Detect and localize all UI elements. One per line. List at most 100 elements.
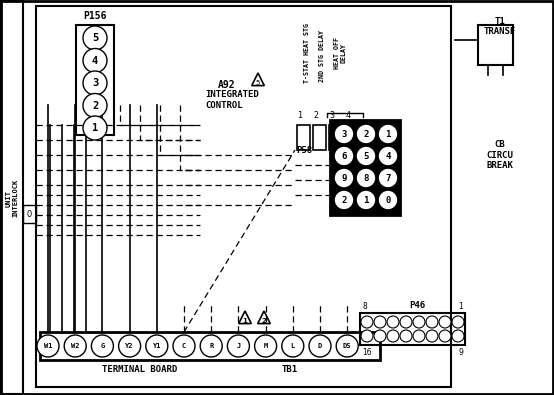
Text: C: C xyxy=(182,343,186,349)
Bar xyxy=(345,125,358,150)
Circle shape xyxy=(439,330,451,342)
Circle shape xyxy=(378,124,398,144)
Text: 0: 0 xyxy=(27,209,32,218)
Text: 2: 2 xyxy=(363,130,369,139)
Text: W2: W2 xyxy=(71,343,79,349)
Text: 7: 7 xyxy=(386,173,391,182)
Circle shape xyxy=(37,335,59,357)
Circle shape xyxy=(83,26,107,50)
Circle shape xyxy=(387,316,399,328)
Circle shape xyxy=(439,316,451,328)
Circle shape xyxy=(64,335,86,357)
Text: 2ND STG DELAY: 2ND STG DELAY xyxy=(319,30,325,82)
Text: 1: 1 xyxy=(92,123,98,133)
Text: Y1: Y1 xyxy=(152,343,161,349)
Circle shape xyxy=(356,168,376,188)
Text: M: M xyxy=(264,343,268,349)
Text: Y2: Y2 xyxy=(125,343,134,349)
Text: R: R xyxy=(209,343,213,349)
Text: P46: P46 xyxy=(409,301,425,310)
Text: D: D xyxy=(318,343,322,349)
Text: P156: P156 xyxy=(83,11,107,21)
Text: 5: 5 xyxy=(92,33,98,43)
Circle shape xyxy=(356,190,376,210)
Circle shape xyxy=(255,335,276,357)
Bar xyxy=(313,125,326,150)
Text: 3: 3 xyxy=(92,78,98,88)
Circle shape xyxy=(378,168,398,188)
Circle shape xyxy=(227,335,249,357)
Text: 2: 2 xyxy=(314,111,319,120)
Text: 1: 1 xyxy=(363,196,369,205)
Circle shape xyxy=(83,94,107,117)
Text: T1
TRANSF: T1 TRANSF xyxy=(484,17,516,36)
Text: 9: 9 xyxy=(341,173,347,182)
Circle shape xyxy=(119,335,141,357)
Circle shape xyxy=(200,335,222,357)
Circle shape xyxy=(361,330,373,342)
Circle shape xyxy=(452,330,464,342)
Circle shape xyxy=(334,190,354,210)
Text: 16: 16 xyxy=(362,348,372,357)
Text: 2: 2 xyxy=(92,100,98,111)
Bar xyxy=(330,120,400,215)
Circle shape xyxy=(426,316,438,328)
Circle shape xyxy=(426,330,438,342)
Text: 6: 6 xyxy=(341,152,347,160)
Text: 4: 4 xyxy=(346,111,351,120)
Circle shape xyxy=(413,316,425,328)
Text: 1: 1 xyxy=(386,130,391,139)
Circle shape xyxy=(83,71,107,95)
Text: 4: 4 xyxy=(386,152,391,160)
Circle shape xyxy=(83,116,107,140)
Circle shape xyxy=(91,335,114,357)
Text: 2: 2 xyxy=(341,196,347,205)
Text: 4: 4 xyxy=(92,56,98,66)
Bar xyxy=(478,25,513,65)
Text: TERMINAL BOARD: TERMINAL BOARD xyxy=(102,365,178,374)
Text: 5: 5 xyxy=(256,80,260,86)
Text: A92: A92 xyxy=(218,80,235,90)
Text: UNIT
INTERLOCK: UNIT INTERLOCK xyxy=(6,179,18,217)
Circle shape xyxy=(173,335,195,357)
Text: 8: 8 xyxy=(363,173,369,182)
Circle shape xyxy=(334,124,354,144)
Bar xyxy=(23,205,36,223)
Text: 2: 2 xyxy=(261,318,266,324)
Text: 8: 8 xyxy=(362,302,367,311)
Text: 1: 1 xyxy=(297,111,302,120)
Text: 0: 0 xyxy=(386,196,391,205)
Circle shape xyxy=(356,124,376,144)
Circle shape xyxy=(336,335,358,357)
Circle shape xyxy=(374,316,386,328)
Circle shape xyxy=(400,316,412,328)
Circle shape xyxy=(452,316,464,328)
Circle shape xyxy=(378,190,398,210)
Circle shape xyxy=(309,335,331,357)
Text: TB1: TB1 xyxy=(282,365,298,374)
Circle shape xyxy=(83,49,107,73)
Text: 5: 5 xyxy=(363,152,369,160)
Text: W1: W1 xyxy=(44,343,52,349)
Bar xyxy=(40,332,380,360)
Circle shape xyxy=(356,146,376,166)
Bar xyxy=(1,1,23,394)
Circle shape xyxy=(361,316,373,328)
Text: HEAT OFF
DELAY: HEAT OFF DELAY xyxy=(334,37,346,69)
Text: INTEGRATED
CONTROL: INTEGRATED CONTROL xyxy=(205,90,259,110)
Circle shape xyxy=(400,330,412,342)
Text: 3: 3 xyxy=(341,130,347,139)
Circle shape xyxy=(334,146,354,166)
Bar xyxy=(360,313,465,345)
Text: 3: 3 xyxy=(330,111,335,120)
Bar xyxy=(36,6,451,387)
Circle shape xyxy=(378,146,398,166)
Bar xyxy=(76,25,114,135)
Text: T-STAT HEAT STG: T-STAT HEAT STG xyxy=(304,23,310,83)
Text: 9: 9 xyxy=(458,348,463,357)
Circle shape xyxy=(374,330,386,342)
Bar xyxy=(329,125,342,150)
Circle shape xyxy=(334,168,354,188)
Text: J: J xyxy=(236,343,240,349)
Text: CB
CIRCU
BREAK: CB CIRCU BREAK xyxy=(486,140,514,170)
